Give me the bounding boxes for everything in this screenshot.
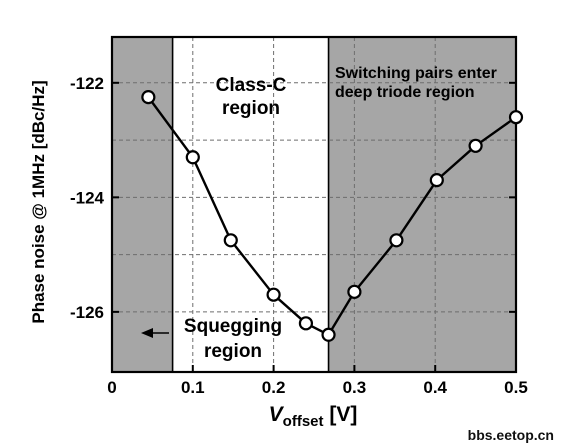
squegging-label-line2: region	[204, 341, 262, 362]
tick-labels: -122 -124 -126 0 0.1 0.2 0.3 0.4 0.5	[70, 74, 528, 397]
x-tick-label: 0.3	[343, 378, 367, 397]
shaded-regions	[111, 37, 517, 372]
data-point	[468, 138, 483, 153]
data-point	[298, 316, 314, 331]
x-tick-label: 0.2	[262, 378, 286, 397]
data-point	[429, 173, 444, 188]
data-point	[508, 110, 524, 125]
plot-border	[110, 35, 518, 374]
y-tick-label: -122	[70, 74, 104, 93]
plot-frame	[110, 35, 518, 374]
data-series	[141, 90, 524, 342]
x-tick-label: 0.1	[181, 378, 205, 397]
data-point	[347, 284, 362, 299]
watermark: bbs.eetop.cn	[468, 427, 554, 443]
x-axis-label: Voffset [V]	[269, 403, 358, 430]
y-tick-label: -126	[70, 303, 104, 322]
data-point	[266, 287, 281, 302]
grid-lines	[112, 37, 517, 372]
x-axis-label-sub: offset	[283, 413, 324, 430]
triode-label-line2: deep triode region	[335, 84, 475, 101]
class-c-label-line1: Class-C	[216, 75, 287, 96]
shaded-region-0	[112, 37, 173, 372]
axis-ticks	[111, 81, 517, 372]
x-axis-label-unit: [V]	[324, 403, 358, 426]
triode-label-line1: Switching pairs enter	[335, 65, 497, 82]
x-axis-label-main: V	[269, 403, 285, 426]
x-tick-label: 0.5	[504, 378, 528, 397]
data-point	[389, 233, 404, 248]
data-point	[321, 327, 336, 342]
x-tick-label: 0	[107, 378, 116, 397]
class-c-label-line2: region	[222, 98, 280, 119]
y-axis-label: Phase noise @ 1MHz [dBc/Hz]	[29, 80, 48, 323]
data-point	[185, 150, 200, 165]
squegging-label-line1: Squegging	[184, 316, 282, 337]
y-tick-label: -124	[70, 188, 105, 207]
x-tick-label: 0.4	[423, 378, 447, 397]
squegging-arrow	[141, 328, 169, 338]
data-point	[223, 233, 238, 248]
data-point	[141, 90, 156, 105]
shaded-region-1	[328, 37, 516, 372]
